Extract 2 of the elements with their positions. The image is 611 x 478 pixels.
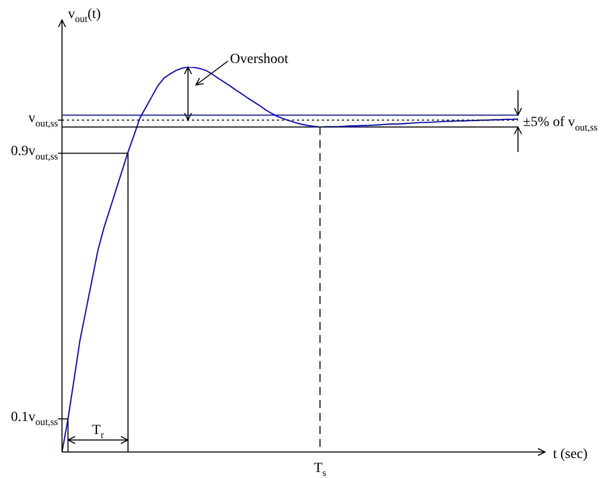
x-axis-title: t (sec) xyxy=(553,447,588,462)
annotation: Overshoot xyxy=(230,52,288,67)
